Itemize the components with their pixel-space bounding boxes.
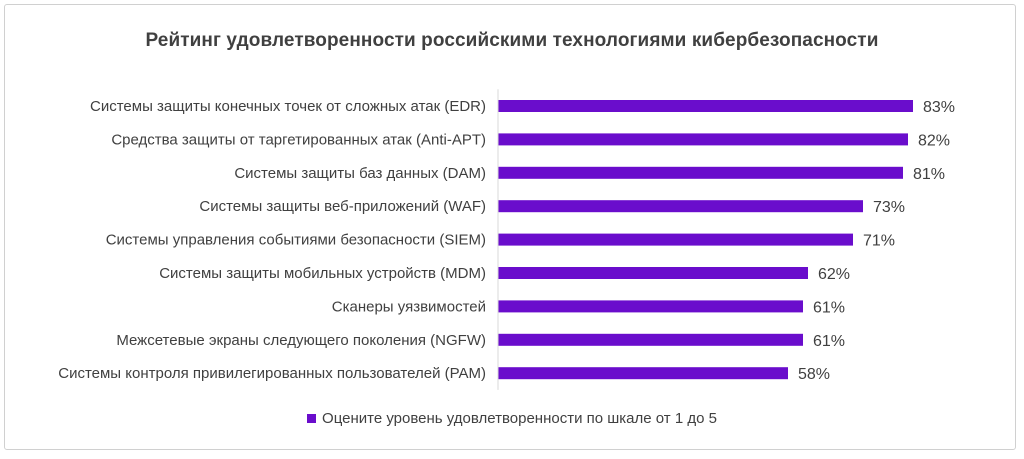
legend: Оцените уровень удовлетворенности по шка… — [0, 410, 1024, 427]
category-label: Системы защиты конечных точек от сложных… — [90, 98, 486, 115]
value-label: 83% — [923, 99, 955, 116]
value-label: 58% — [798, 366, 830, 383]
legend-swatch — [307, 414, 317, 423]
category-label: Системы контроля привилегированных польз… — [58, 365, 486, 382]
value-label: 61% — [813, 299, 845, 316]
legend-label: Оцените уровень удовлетворенности по шка… — [322, 410, 717, 427]
bar — [498, 300, 803, 313]
bar — [498, 267, 808, 279]
bar — [498, 133, 908, 146]
category-label: Системы защиты мобильных устройств (MDM) — [159, 265, 486, 282]
chart-title: Рейтинг удовлетворенности российскими те… — [145, 30, 879, 51]
bar — [498, 333, 803, 346]
value-label: 62% — [818, 266, 850, 283]
bar — [498, 200, 863, 213]
value-label: 61% — [813, 333, 845, 350]
category-label: Системы защиты баз данных (DAM) — [234, 165, 486, 182]
bar — [498, 100, 913, 112]
bar — [498, 166, 903, 179]
category-label: Системы управления событиями безопасност… — [106, 232, 486, 249]
category-label: Межсетевые экраны следующего поколения (… — [116, 332, 486, 349]
value-label: 71% — [863, 233, 895, 250]
category-label: Системы защиты веб-приложений (WAF) — [199, 198, 486, 215]
bar — [498, 233, 853, 246]
value-label: 82% — [918, 132, 950, 149]
value-label: 81% — [913, 166, 945, 183]
value-label: 73% — [873, 199, 905, 216]
bar — [498, 367, 788, 380]
category-label: Сканеры уязвимостей — [332, 298, 486, 315]
category-label: Средства защиты от таргетированных атак … — [111, 131, 486, 148]
